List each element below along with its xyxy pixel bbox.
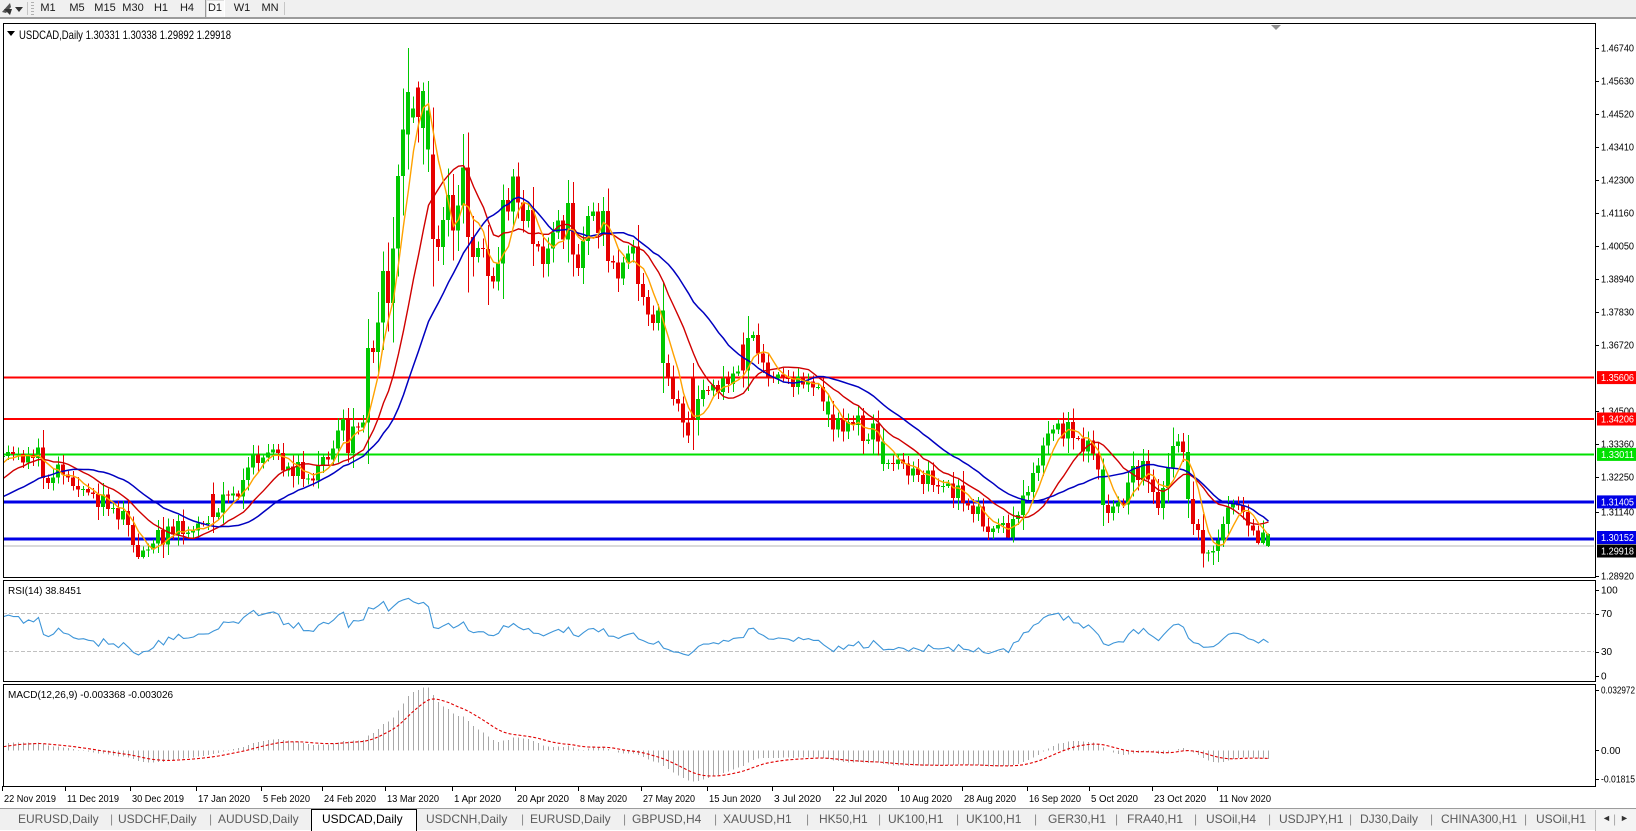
svg-text:MACD(12,26,9) -0.003368 -0.003: MACD(12,26,9) -0.003368 -0.003026 [8, 690, 174, 701]
svg-text:1.43410: 1.43410 [1601, 143, 1634, 154]
svg-text:8 May 2020: 8 May 2020 [580, 794, 627, 805]
svg-text:15 Jun 2020: 15 Jun 2020 [709, 794, 761, 805]
svg-text:1.29918: 1.29918 [1601, 547, 1634, 558]
svg-text:1.44520: 1.44520 [1601, 110, 1634, 121]
svg-text:1.35606: 1.35606 [1601, 373, 1634, 384]
svg-text:1.45630: 1.45630 [1601, 77, 1634, 88]
svg-text:1.36720: 1.36720 [1601, 341, 1634, 352]
svg-text:1.34500: 1.34500 [1601, 407, 1634, 418]
svg-text:16 Sep 2020: 16 Sep 2020 [1029, 794, 1081, 805]
svg-text:23 Oct 2020: 23 Oct 2020 [1154, 794, 1206, 805]
svg-text:28 Aug 2020: 28 Aug 2020 [964, 794, 1016, 805]
svg-text:100: 100 [1601, 586, 1618, 597]
svg-text:1.33360: 1.33360 [1601, 440, 1634, 451]
svg-text:22 Jul 2020: 22 Jul 2020 [835, 794, 887, 805]
svg-text:1.40050: 1.40050 [1601, 242, 1634, 253]
svg-text:11 Dec 2019: 11 Dec 2019 [67, 794, 119, 805]
svg-text:27 May 2020: 27 May 2020 [643, 794, 695, 805]
svg-text:RSI(14) 38.8451: RSI(14) 38.8451 [8, 586, 82, 597]
svg-text:30 Dec 2019: 30 Dec 2019 [132, 794, 184, 805]
svg-text:1.37830: 1.37830 [1601, 308, 1634, 319]
svg-text:10 Aug 2020: 10 Aug 2020 [900, 794, 952, 805]
svg-text:22 Nov 2019: 22 Nov 2019 [4, 794, 56, 805]
svg-text:1 Apr 2020: 1 Apr 2020 [454, 794, 501, 805]
svg-text:USDCAD,Daily 1.30331 1.30338: USDCAD,Daily 1.30331 1.30338 1.29892 1.2… [19, 28, 231, 42]
svg-text:1.42300: 1.42300 [1601, 176, 1634, 187]
svg-text:17 Jan 2020: 17 Jan 2020 [198, 794, 250, 805]
svg-text:0.00: 0.00 [1601, 746, 1621, 757]
svg-text:1.46740: 1.46740 [1601, 44, 1634, 55]
svg-text:1.41160: 1.41160 [1601, 209, 1634, 220]
svg-text:13 Mar 2020: 13 Mar 2020 [387, 794, 439, 805]
svg-text:1.31405: 1.31405 [1601, 497, 1634, 508]
svg-text:0.032972: 0.032972 [1601, 686, 1635, 697]
svg-text:1.33011: 1.33011 [1601, 450, 1634, 461]
svg-text:-0.01815: -0.01815 [1601, 775, 1635, 786]
svg-text:3 Jul 2020: 3 Jul 2020 [774, 794, 821, 805]
svg-text:0: 0 [1601, 672, 1607, 683]
svg-text:5 Oct 2020: 5 Oct 2020 [1091, 794, 1138, 805]
svg-text:1.32250: 1.32250 [1601, 473, 1634, 484]
svg-text:1.28920: 1.28920 [1601, 572, 1634, 583]
svg-text:1.38940: 1.38940 [1601, 275, 1634, 286]
svg-text:20 Apr 2020: 20 Apr 2020 [517, 794, 569, 805]
svg-text:1.34206: 1.34206 [1601, 415, 1634, 426]
svg-text:5 Feb 2020: 5 Feb 2020 [263, 794, 310, 805]
svg-text:30: 30 [1601, 647, 1613, 658]
svg-text:11 Nov 2020: 11 Nov 2020 [1219, 794, 1271, 805]
svg-text:70: 70 [1601, 609, 1613, 620]
svg-text:1.30152: 1.30152 [1601, 533, 1634, 544]
svg-text:24 Feb 2020: 24 Feb 2020 [324, 794, 376, 805]
svg-text:1.31140: 1.31140 [1601, 508, 1634, 519]
